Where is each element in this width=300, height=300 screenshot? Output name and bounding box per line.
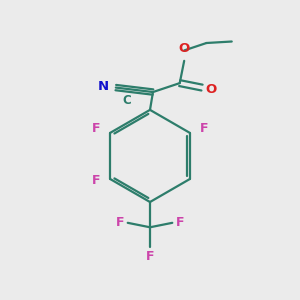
Text: C: C [122, 94, 131, 107]
Text: O: O [178, 42, 190, 55]
Text: F: F [116, 216, 124, 229]
Text: F: F [92, 122, 100, 135]
Text: F: F [176, 216, 184, 229]
Text: F: F [200, 122, 208, 135]
Text: F: F [146, 250, 154, 263]
Text: O: O [206, 82, 217, 96]
Text: N: N [98, 80, 109, 93]
Text: F: F [92, 174, 100, 187]
